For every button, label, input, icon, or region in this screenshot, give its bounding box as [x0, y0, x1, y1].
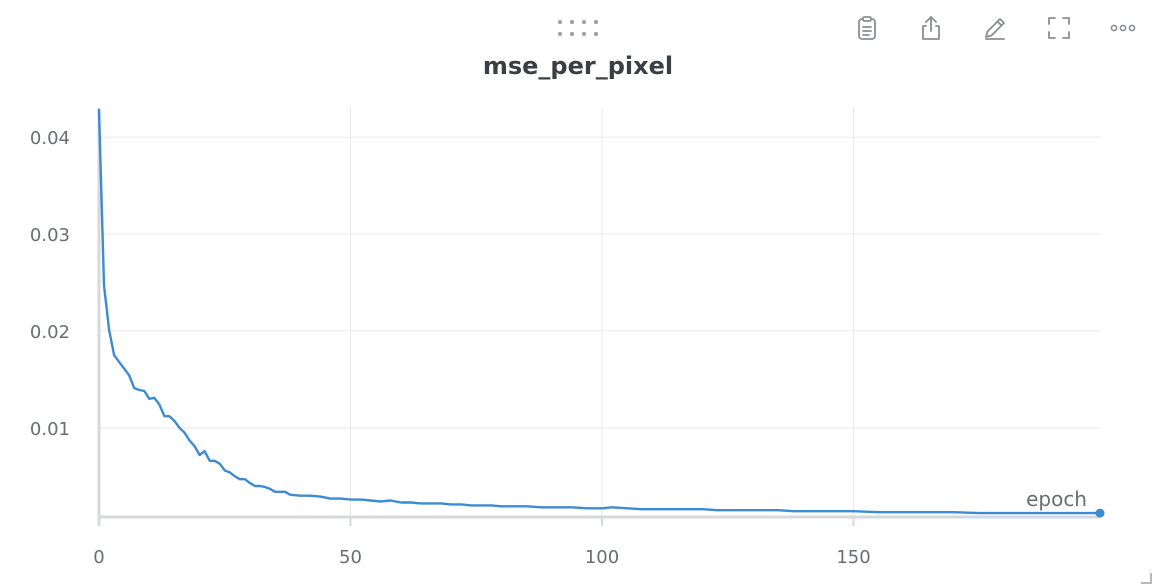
x-axis-ticks: 0 50 100 150: [93, 517, 871, 568]
pencil-icon: [985, 18, 1005, 40]
copy-button[interactable]: [848, 10, 886, 46]
edit-button[interactable]: [976, 10, 1014, 46]
axes: [97, 108, 1100, 526]
more-button[interactable]: [1104, 10, 1142, 46]
x-tick-label: 50: [339, 547, 362, 568]
drag-handle[interactable]: [554, 18, 602, 38]
x-tick-label: 100: [585, 547, 619, 568]
series-line: [97, 108, 1102, 515]
panel-toolbar: [848, 10, 1142, 46]
more-horizontal-icon: [1110, 24, 1136, 32]
chart-title: mse_per_pixel: [482, 52, 674, 80]
series: [97, 108, 1105, 518]
y-tick-label: 0.02: [30, 322, 70, 343]
y-axis-ticks: 0.01 0.02 0.03 0.04: [30, 128, 70, 440]
fullscreen-button[interactable]: [1040, 10, 1078, 46]
grid-lines: [99, 108, 1100, 517]
series-end-point: [1095, 508, 1105, 518]
export-button[interactable]: [912, 10, 950, 46]
x-axis-title: epoch: [1026, 487, 1087, 511]
x-tick-label: 0: [93, 547, 104, 568]
y-tick-label: 0.01: [30, 419, 70, 440]
share-icon: [922, 16, 940, 40]
clipboard-icon: [858, 16, 876, 40]
y-tick-label: 0.03: [30, 225, 70, 246]
resize-handle[interactable]: [1141, 573, 1152, 584]
expand-icon: [1048, 17, 1070, 39]
y-tick-label: 0.04: [30, 128, 70, 149]
x-tick-label: 150: [836, 547, 870, 568]
